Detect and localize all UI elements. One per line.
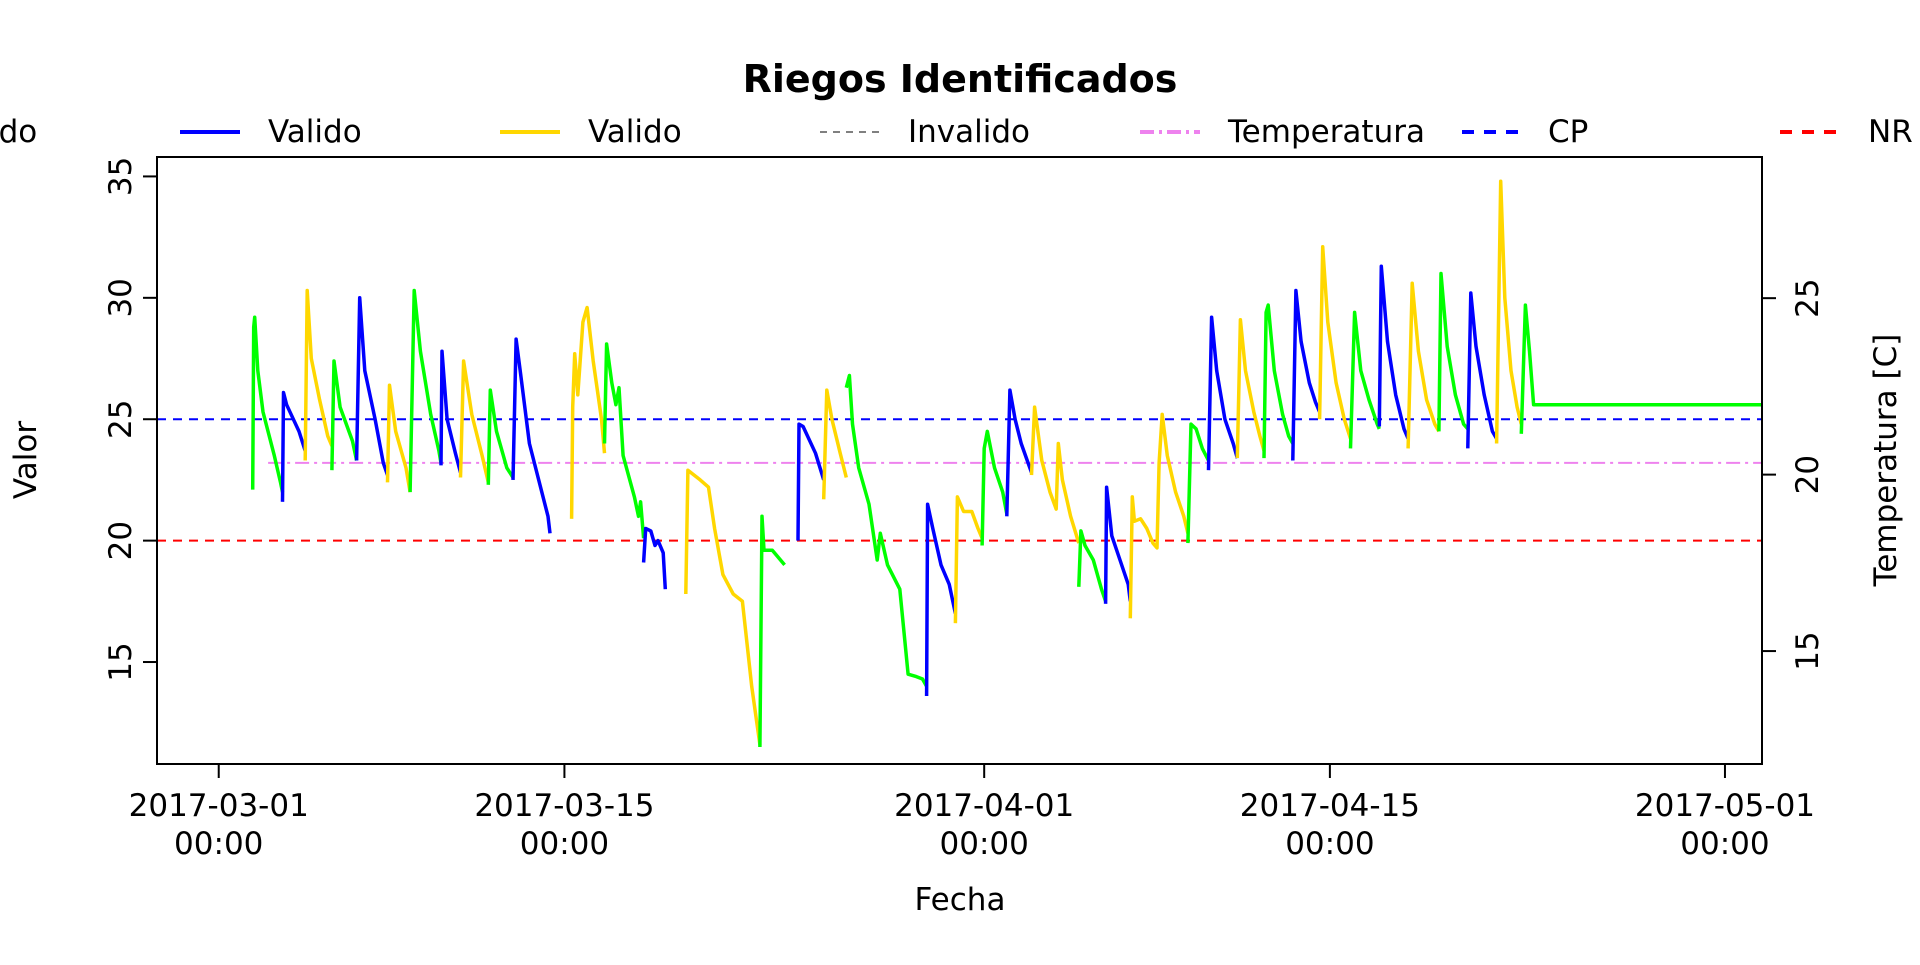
series-line-34 (1348, 310, 1381, 449)
series-line-27 (1128, 412, 1190, 619)
y2-tick-label: 20 (1790, 455, 1826, 494)
x-tick-label-time: 00:00 (1680, 826, 1769, 862)
legend-label: Temperatura (1227, 114, 1425, 150)
series-line-23 (1005, 388, 1034, 517)
x-tick-label-time: 00:00 (940, 826, 1029, 862)
legend-label: Valido (588, 114, 682, 150)
series-line-18 (821, 388, 848, 500)
y2-tick-label: 25 (1790, 278, 1826, 317)
legend-label: ido (0, 114, 37, 150)
legend-item: CP (1462, 114, 1588, 150)
x-tick-label-time: 00:00 (1285, 826, 1374, 862)
series-line-33 (1317, 245, 1353, 440)
legend-item: Valido (180, 114, 362, 150)
series-line-12 (569, 305, 607, 519)
legend-item: NR (1780, 114, 1913, 150)
series-line-36 (1406, 281, 1441, 449)
series-line-31 (1262, 303, 1295, 459)
plot-area (157, 179, 1762, 748)
series-line-24 (1029, 405, 1081, 544)
series-line-10 (486, 388, 515, 485)
y-tick-label: 35 (103, 157, 139, 196)
series-line-9 (458, 359, 491, 483)
x-tick-label: 2017-05-01 (1635, 788, 1815, 824)
legend-label: CP (1548, 114, 1588, 150)
legend-item: Temperatura (1140, 114, 1425, 150)
x-tick-label: 2017-03-15 (474, 788, 654, 824)
legend-item: Valido (500, 114, 682, 150)
legend: ido Valido Valido Invalido Temperatura CP NR (0, 114, 1913, 150)
series-line-28 (1186, 422, 1211, 544)
series-line-15 (684, 468, 762, 745)
y2-axis-title: Temperatura [C] (1868, 334, 1904, 588)
series-line-6 (385, 383, 412, 493)
y-tick-label: 25 (103, 399, 139, 438)
y-tick-label: 20 (103, 521, 139, 560)
x-tick-label: 2017-04-01 (894, 788, 1074, 824)
series-line-37 (1437, 271, 1470, 432)
series-line-5 (354, 296, 390, 476)
series-line-35 (1377, 264, 1410, 440)
legend-label: Valido (268, 114, 362, 150)
y-tick-label: 30 (103, 278, 139, 317)
legend-item: Invalido (820, 114, 1030, 150)
series-line-1 (250, 315, 285, 493)
series-line-19 (844, 373, 929, 688)
legend-label: Invalido (908, 114, 1030, 150)
chart-title: Riegos Identificados (743, 57, 1178, 101)
series-line-39 (1494, 179, 1523, 444)
series-line-32 (1291, 288, 1322, 461)
series-line-13 (602, 342, 646, 539)
series-line-25 (1077, 529, 1108, 602)
series-line-26 (1103, 485, 1133, 604)
series-line-4 (330, 359, 359, 471)
x-tick-label-time: 00:00 (174, 826, 263, 862)
plot-frame (156, 156, 1763, 765)
y-axis-title: Valor (8, 421, 44, 499)
series-line-40 (1519, 303, 1762, 434)
series-line-16 (758, 514, 786, 748)
series-line-17 (796, 422, 826, 541)
series-line-3 (303, 288, 334, 461)
series-line-38 (1466, 291, 1499, 449)
series-line-30 (1235, 317, 1266, 459)
legend-item: ido (0, 114, 37, 150)
series-line-22 (980, 429, 1009, 546)
series-line-20 (924, 502, 958, 697)
axes: 2017-03-0100:002017-03-1500:002017-04-01… (103, 157, 1826, 862)
series-line-7 (408, 288, 443, 493)
series-line-14 (641, 526, 668, 590)
legend-label: NR (1868, 114, 1913, 150)
series-line-8 (439, 349, 463, 474)
y-tick-label: 15 (103, 642, 139, 681)
series-line-2 (280, 390, 307, 502)
x-axis-title: Fecha (915, 882, 1006, 918)
series-line-11 (511, 337, 552, 534)
x-tick-label-time: 00:00 (520, 826, 609, 862)
series-line-21 (953, 495, 984, 624)
y2-tick-label: 15 (1790, 631, 1826, 670)
x-tick-label: 2017-04-15 (1240, 788, 1420, 824)
series-line-29 (1206, 315, 1239, 471)
x-tick-label: 2017-03-01 (129, 788, 309, 824)
